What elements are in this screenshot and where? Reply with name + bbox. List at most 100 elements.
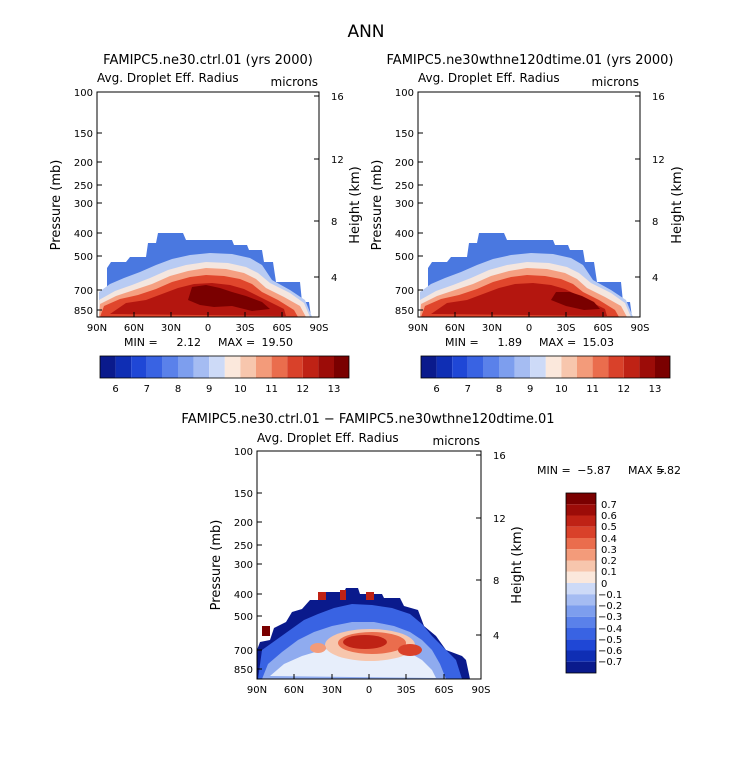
y-tick-label: 850 bbox=[395, 306, 414, 317]
colorbar-label: 0 bbox=[601, 579, 607, 590]
colorbar-label: −0.6 bbox=[598, 646, 622, 657]
x-tick-label: 60S bbox=[272, 323, 291, 334]
colorbar-label: 0.4 bbox=[601, 534, 617, 545]
panel-diff-subtitle: Avg. Droplet Eff. Radius bbox=[257, 431, 399, 445]
panel-test-field bbox=[420, 233, 633, 317]
colorbar-label: 6 bbox=[112, 384, 118, 395]
panel-diff-x-ticks: 90N 60N 30N 0 30S 60S 90S bbox=[247, 674, 491, 696]
y-tick-label: 250 bbox=[234, 541, 253, 552]
y-tick-label: 200 bbox=[74, 158, 93, 169]
colorbar-swatch bbox=[209, 356, 225, 378]
panel-diff-title: FAMIPC5.ne30.ctrl.01 − FAMIPC5.ne30wthne… bbox=[181, 412, 554, 427]
panel-diff-y2-ticks: 16 12 8 4 bbox=[476, 451, 506, 642]
x-tick-label: 90N bbox=[247, 685, 267, 696]
panel-diff-units: microns bbox=[433, 434, 481, 448]
colorbar-swatch bbox=[240, 356, 256, 378]
colorbar-label: −0.4 bbox=[598, 624, 622, 635]
y2-tick-label: 12 bbox=[331, 155, 344, 166]
y-tick-label: 500 bbox=[395, 252, 414, 263]
panel-test-x-ticks: 90N 60N 30N 0 30S 60S 90S bbox=[408, 312, 650, 334]
colorbar-swatch bbox=[566, 639, 596, 651]
colorbar-label: −0.7 bbox=[598, 657, 622, 668]
x-tick-label: 60S bbox=[434, 685, 453, 696]
colorbar-swatch bbox=[224, 356, 241, 378]
y-tick-label: 300 bbox=[74, 199, 93, 210]
panel-ctrl-units: microns bbox=[271, 75, 319, 89]
panel-test: FAMIPC5.ne30wthne120dtime.01 (yrs 2000) … bbox=[370, 53, 685, 395]
colorbar-swatch bbox=[566, 583, 596, 595]
y-tick-label: 200 bbox=[234, 518, 253, 529]
x-tick-label: 30S bbox=[235, 323, 254, 334]
figure-title: ANN bbox=[347, 22, 384, 42]
field-anomaly-edge-spot bbox=[262, 626, 270, 636]
colorbar-swatch bbox=[514, 356, 531, 378]
y2-tick-label: 16 bbox=[331, 92, 344, 103]
colorbar-frame bbox=[420, 355, 671, 379]
y-tick-label: 100 bbox=[74, 88, 93, 99]
field-anomaly-top-spot bbox=[366, 592, 374, 600]
panel-ctrl: FAMIPC5.ne30.ctrl.01 (yrs 2000) Avg. Dro… bbox=[49, 53, 363, 395]
y-tick-label: 250 bbox=[74, 181, 93, 192]
field-region-core bbox=[551, 292, 600, 310]
y2-tick-label: 16 bbox=[652, 92, 665, 103]
colorbar-frame bbox=[99, 355, 350, 379]
colorbar-label: 13 bbox=[328, 384, 341, 395]
y2-tick-label: 4 bbox=[652, 273, 658, 284]
colorbar-swatch bbox=[467, 356, 484, 378]
colorbar-label: 12 bbox=[296, 384, 309, 395]
colorbar-swatch bbox=[561, 356, 577, 378]
colorbar-swatch bbox=[608, 356, 624, 378]
field-anomaly-positive-west bbox=[310, 643, 326, 653]
y-tick-label: 700 bbox=[395, 286, 414, 297]
colorbar-swatch bbox=[566, 504, 596, 516]
panel-diff-min-label: MIN = bbox=[537, 464, 571, 477]
colorbar-swatch bbox=[566, 650, 596, 662]
panel-ctrl-subtitle: Avg. Droplet Eff. Radius bbox=[97, 71, 239, 85]
panel-test-min-label: MIN = bbox=[445, 336, 479, 349]
colorbar-label: 8 bbox=[175, 384, 181, 395]
x-tick-label: 60N bbox=[445, 323, 465, 334]
y-tick-label: 100 bbox=[234, 447, 253, 458]
y-tick-label: 300 bbox=[234, 560, 253, 571]
panel-test-subtitle: Avg. Droplet Eff. Radius bbox=[418, 71, 560, 85]
field-region-core bbox=[188, 285, 270, 311]
panel-test-min: 1.89 bbox=[498, 336, 523, 349]
panel-test-colorbar: 6 7 8 9 10 11 12 13 bbox=[420, 355, 671, 395]
panel-diff-max: 5.82 bbox=[657, 464, 682, 477]
field-anomaly-positive-east bbox=[398, 644, 422, 656]
y2-tick-label: 16 bbox=[493, 451, 506, 462]
colorbar-label: −0.2 bbox=[598, 601, 622, 612]
colorbar-label: 7 bbox=[144, 384, 150, 395]
colorbar-swatch bbox=[146, 356, 163, 378]
colorbar-swatch bbox=[566, 616, 596, 628]
y2-tick-label: 8 bbox=[652, 217, 658, 228]
colorbar-label: 0.7 bbox=[601, 500, 617, 511]
panel-ctrl-colorbar: 6 7 8 9 10 11 12 13 bbox=[99, 355, 350, 395]
panel-diff-colorbar: 0.7 0.6 0.5 0.4 0.3 0.2 0.1 0 −0.1 −0.2 … bbox=[565, 492, 622, 674]
panel-ctrl-ylabel: Pressure (mb) bbox=[49, 160, 64, 251]
panel-ctrl-field bbox=[99, 233, 312, 317]
panel-diff-field bbox=[257, 588, 470, 679]
colorbar-label: 0.2 bbox=[601, 556, 617, 567]
colorbar-label: 7 bbox=[465, 384, 471, 395]
y-tick-label: 150 bbox=[395, 129, 414, 140]
y2-tick-label: 12 bbox=[493, 514, 506, 525]
colorbar-swatch bbox=[566, 515, 596, 527]
colorbar-label: 13 bbox=[649, 384, 662, 395]
colorbar-swatch bbox=[131, 356, 147, 378]
colorbar-label: 9 bbox=[206, 384, 212, 395]
colorbar-swatch bbox=[530, 356, 546, 378]
panel-ctrl-max: 19.50 bbox=[262, 336, 294, 349]
colorbar-label: 0.1 bbox=[601, 567, 617, 578]
x-tick-label: 90S bbox=[630, 323, 649, 334]
colorbar-label: 11 bbox=[265, 384, 278, 395]
y-tick-label: 500 bbox=[234, 612, 253, 623]
colorbar-label: −0.5 bbox=[598, 635, 622, 646]
colorbar-swatch bbox=[178, 356, 194, 378]
panel-test-units: microns bbox=[592, 75, 640, 89]
panel-test-ylabel-right: Height (km) bbox=[670, 166, 685, 243]
field-anomaly-positive-core bbox=[343, 635, 387, 649]
colorbar-swatch bbox=[334, 356, 349, 378]
colorbar-label: 0.5 bbox=[601, 522, 617, 533]
colorbar-label: 10 bbox=[555, 384, 568, 395]
